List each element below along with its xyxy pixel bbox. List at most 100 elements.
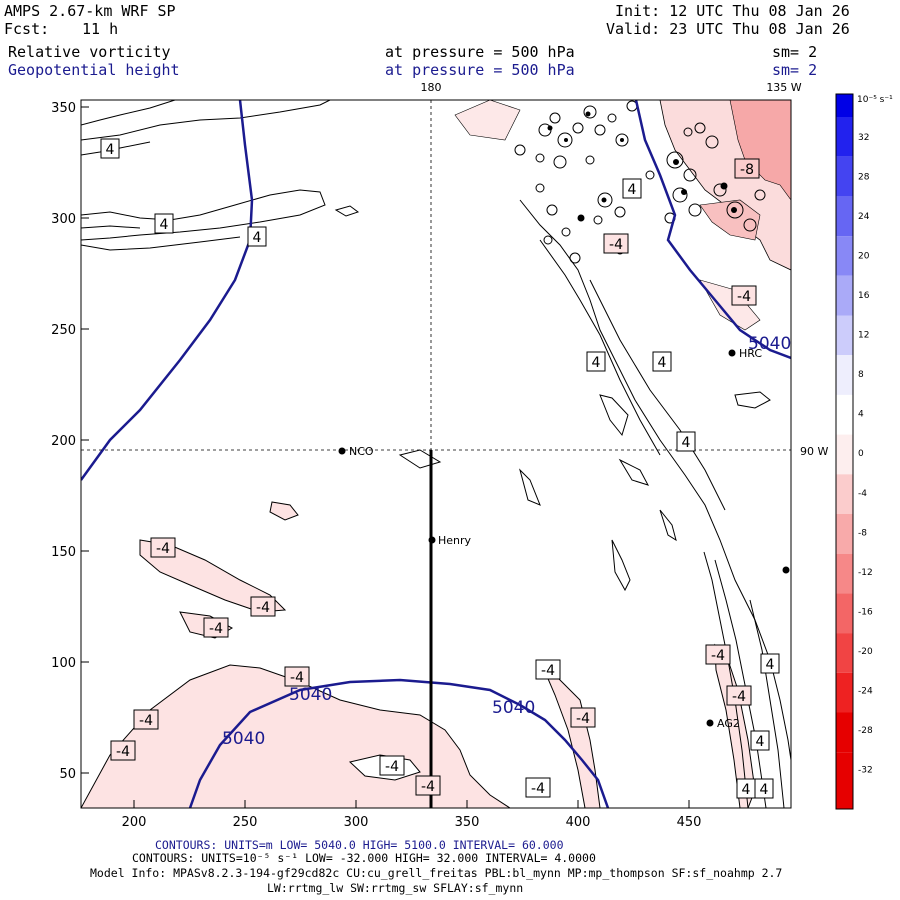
vort-label-box: 4 <box>622 178 642 199</box>
forecast-hour: 11 h <box>82 20 119 38</box>
station-label-nco: NCO <box>349 445 374 458</box>
height-contour-east <box>634 100 791 360</box>
colorbar-label: 4 <box>858 410 864 420</box>
height-labels: 5040 5040 5040 5040 <box>222 334 791 749</box>
field2-name: Geopotential height <box>8 61 180 79</box>
colorbar-label: 8 <box>858 370 864 380</box>
colorbar-label: -16 <box>858 607 873 617</box>
x-tick-label: 350 <box>455 815 480 830</box>
colorbar-cell <box>836 196 853 237</box>
vort-label-box: 4 <box>736 778 756 799</box>
vort-label-box: -4 <box>203 617 229 638</box>
colorbar-cell <box>836 315 853 356</box>
station-label-ag2: AG2 <box>717 717 740 730</box>
colorbar-label: 24 <box>858 212 870 222</box>
x-tick-label: 200 <box>122 815 147 830</box>
height-label: 5040 <box>492 698 535 718</box>
colorbar-label: 20 <box>858 252 870 262</box>
parallel-90W-label: 90 W <box>800 445 828 458</box>
svg-text:4: 4 <box>766 657 775 673</box>
height-contour-south <box>188 678 610 808</box>
negative-vorticity-core <box>729 100 791 201</box>
station-marker <box>577 214 585 222</box>
svg-text:4: 4 <box>682 435 691 451</box>
colorbar-label: -4 <box>858 489 867 499</box>
meridian-180-label: 180 <box>421 81 442 94</box>
svg-text:-4: -4 <box>385 759 399 775</box>
colorbar-cell <box>836 633 853 673</box>
vort-label-box: 4 <box>100 138 120 159</box>
colorbar-cell <box>836 593 853 634</box>
vort-label-box: -4 <box>570 707 596 728</box>
y-tick-label: 100 <box>51 656 76 671</box>
svg-text:-4: -4 <box>156 541 170 557</box>
model-title: AMPS 2.67-km WRF SP <box>4 2 176 20</box>
colorbar-label: 0 <box>858 449 864 459</box>
vort-label-box: -4 <box>731 285 757 306</box>
svg-text:-4: -4 <box>139 713 153 729</box>
vort-label-box: -4 <box>150 537 176 558</box>
colorbar-cell <box>836 672 853 713</box>
vort-label-box: -4 <box>284 666 310 687</box>
svg-text:-4: -4 <box>711 648 725 664</box>
x-tick-label: 450 <box>677 815 702 830</box>
vort-label-box: 4 <box>750 730 770 751</box>
svg-text:4: 4 <box>658 355 667 371</box>
y-tick-label: 200 <box>51 434 76 449</box>
x-axis-labels: 200 250 300 350 400 450 <box>122 815 702 830</box>
colorbar-cell <box>836 275 853 316</box>
colorbar-label: -8 <box>858 528 867 538</box>
vort-label-box: 4 <box>676 431 696 452</box>
field2-level: at pressure = 500 hPa <box>385 61 575 79</box>
vort-label-box: -4 <box>133 709 159 730</box>
colorbar-cell <box>836 752 853 809</box>
vort-label-box: 4 <box>760 653 780 674</box>
vort-label-box: -4 <box>379 755 405 776</box>
svg-text:4: 4 <box>742 782 751 798</box>
colorbar-label: -24 <box>858 686 873 696</box>
station-marker <box>728 349 736 357</box>
vort-label-box: 4 <box>754 778 774 799</box>
colorbar-cell <box>836 117 853 157</box>
vort-label-box: -4 <box>110 740 136 761</box>
footer-height-contours: CONTOURS: UNITS=m LOW= 5040.0 HIGH= 5100… <box>155 838 564 852</box>
negative-vorticity-band <box>539 659 601 808</box>
svg-text:-4: -4 <box>541 663 555 679</box>
station-label-henry: Henry <box>438 534 472 547</box>
height-contours <box>81 100 791 808</box>
svg-text:4: 4 <box>253 230 262 246</box>
height-contour-west <box>81 100 254 481</box>
height-label: 5040 <box>289 685 332 705</box>
negative-vorticity-patch <box>699 199 761 241</box>
field1-name: Relative vorticity <box>8 43 171 61</box>
svg-text:-4: -4 <box>421 779 435 795</box>
colorbar: 10⁻⁵ s⁻¹ 32 28 24 20 16 12 8 4 0 -4 -8 -12 -16 -20 -24… <box>835 93 893 810</box>
negative-vorticity-filament <box>454 100 521 141</box>
vort-label-box: -4 <box>535 659 561 680</box>
colorbar-cell <box>836 712 853 753</box>
y-tick-label: 300 <box>51 212 76 227</box>
colorbar-cell <box>836 156 853 197</box>
colorbar-cell <box>836 394 853 435</box>
svg-text:-4: -4 <box>531 781 545 797</box>
station-marker <box>720 182 728 190</box>
colorbar-label: 12 <box>858 331 869 341</box>
convective-cores <box>547 111 737 213</box>
svg-text:-4: -4 <box>609 237 623 253</box>
init-time: Init: 12 UTC Thu 08 Jan 26 <box>615 2 850 20</box>
colorbar-label: -12 <box>858 568 873 578</box>
colorbar-cell <box>836 553 853 594</box>
footer-vorticity-contours: CONTOURS: UNITS=10⁻⁵ s⁻¹ LOW= -32.000 HI… <box>132 851 596 865</box>
field2-smoothing: sm= 2 <box>772 61 818 79</box>
x-tick-label: 250 <box>233 815 258 830</box>
colorbar-unit: 10⁻⁵ s⁻¹ <box>857 95 893 105</box>
svg-text:-4: -4 <box>732 689 746 705</box>
vorticity-labels: 4 4 4 4 4 4 4 4 4 4 4 -4 -4 -4 -4 -4 -4 … <box>100 138 780 799</box>
vort-label-box: -4 <box>525 777 551 798</box>
colorbar-label: 32 <box>858 133 869 143</box>
vort-label-box: 4 <box>247 226 267 247</box>
colorbar-cell <box>836 474 853 514</box>
x-tick-label: 300 <box>344 815 369 830</box>
height-label: 5040 <box>222 729 265 749</box>
footer-model-info-2: LW:rrtmg_lw SW:rrtmg_sw SFLAY:sf_mynn <box>267 881 524 895</box>
